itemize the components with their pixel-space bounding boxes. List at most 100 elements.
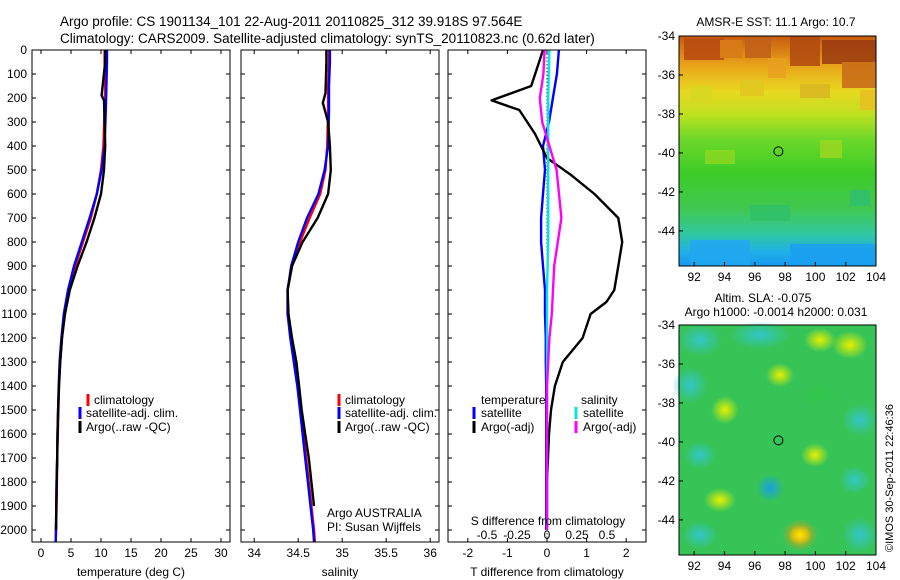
sla-map: Altim. SLA: -0.075 Argo h1000: -0.0014 h… — [658, 291, 887, 573]
sla-texture — [672, 321, 878, 553]
difference-xlabel: T difference from climatology — [470, 565, 624, 579]
x-tick-label: 25 — [184, 546, 198, 560]
argo-position-marker — [773, 146, 784, 157]
temperature-plot-frame — [31, 49, 231, 543]
lon-tick-label: 96 — [748, 270, 762, 284]
temperature-legend: climatology satellite-adj. clim. Argo(..… — [78, 393, 178, 434]
salinity-legend: climatology satellite-adj. clim. Argo(..… — [337, 393, 437, 434]
lon-tick-label: 100 — [805, 559, 825, 573]
difference-panel: -2 -1 0 1 2 T difference from climatology S … — [447, 49, 647, 579]
temperature-panel: 0100200300400500600700800900100011001200… — [0, 43, 231, 579]
depth-tick-label: 1300 — [0, 355, 27, 369]
series-line-climatology — [54, 50, 107, 542]
salinity-plot-frame — [240, 49, 440, 543]
sst-map: AMSR-E SST: 11.1 Argo: 10.7 92 94 96 98 100 1… — [658, 15, 887, 284]
x-tick-label: 5 — [68, 546, 75, 560]
series-line-salinity-argo-adj- — [538, 50, 563, 530]
difference-legend: temperature salinity satellite Argo(-adj… — [472, 393, 636, 434]
lat-tick-label: -44 — [658, 224, 676, 238]
depth-tick-label: 1400 — [0, 379, 27, 393]
lat-tick-label: -36 — [658, 357, 676, 371]
lat-tick-label: -42 — [658, 474, 676, 488]
s-diff-tick-label: -0.25 — [503, 528, 531, 542]
salinity-panel: 34 34.5 35 35.5 36 salinity climatology sate… — [240, 49, 440, 579]
temperature-series — [54, 50, 109, 542]
x-tick-label: 0 — [38, 546, 45, 560]
lon-tick-label: 102 — [836, 270, 856, 284]
depth-tick-label: 1200 — [0, 331, 27, 345]
x-tick-label: 1 — [583, 546, 590, 560]
series-line-temperature-satellite — [539, 50, 561, 530]
x-tick-label: 36 — [424, 546, 438, 560]
s-diff-tick-label: -0.5 — [477, 528, 498, 542]
series-line-climatology — [286, 50, 331, 542]
legend-title-salinity: salinity — [581, 393, 618, 407]
depth-tick-label: 1800 — [0, 475, 27, 489]
lon-tick-label: 104 — [866, 270, 886, 284]
salinity-xlabel: salinity — [322, 565, 359, 579]
lon-tick-label: 98 — [778, 559, 792, 573]
sla-map-frame — [678, 324, 877, 556]
lat-tick-label: -40 — [658, 146, 676, 160]
lon-tick-label: 98 — [778, 270, 792, 284]
sst-map-frame — [678, 35, 877, 267]
lat-tick-label: -38 — [658, 107, 676, 121]
lon-tick-label: 100 — [805, 270, 825, 284]
float-pi: PI: Susan Wijffels — [327, 520, 421, 534]
depth-tick-label: 100 — [7, 67, 27, 81]
x-tick-label: 10 — [94, 546, 108, 560]
sla-map-title-1: Altim. SLA: -0.075 — [715, 291, 812, 305]
lon-tick-label: 102 — [836, 559, 856, 573]
legend-label-satellite: satellite-adj. clim. — [86, 406, 178, 420]
s-diff-tick-label: 0 — [544, 528, 551, 542]
depth-axis: 0 100 200 300 400 500 600 700 800 900 1000 1100 1200… — [0, 43, 230, 537]
series-line-argo-raw-qc- — [286, 50, 332, 507]
depth-tick-label: 300 — [7, 115, 27, 129]
legend-label-argo: Argo(..raw -QC) — [86, 420, 171, 434]
legend-label-climatology: climatology — [94, 393, 154, 407]
lat-tick-label: -42 — [658, 185, 676, 199]
s-diff-tick-label: 0.25 — [565, 528, 589, 542]
depth-tick-label: 1500 — [0, 403, 27, 417]
depth-tick-label: 400 — [7, 139, 27, 153]
x-tick-label: 20 — [154, 546, 168, 560]
x-tick-label: 2 — [623, 546, 630, 560]
lat-tick-label: -38 — [658, 396, 676, 410]
depth-tick-label: 0 — [20, 43, 27, 57]
lat-tick-label: -36 — [658, 68, 676, 82]
depth-tick-label: 600 — [7, 187, 27, 201]
x-tick-label: 34.5 — [287, 546, 311, 560]
difference-plot-frame — [447, 49, 647, 543]
legend-label-sal-satellite: satellite — [583, 406, 624, 420]
x-tick-label: -2 — [462, 546, 473, 560]
argo-position-marker — [773, 435, 784, 446]
lon-tick-label: 92 — [687, 270, 701, 284]
lat-tick-label: -34 — [658, 318, 676, 332]
sla-map-title-2: Argo h1000: -0.0014 h2000: 0.031 — [685, 305, 868, 319]
header-line-1: Argo profile: CS 1901134_101 22-Aug-2011… — [60, 14, 522, 29]
x-tick-label: 34 — [248, 546, 262, 560]
series-line-temperature-argo-adj- — [490, 50, 624, 530]
legend-label-sal-argo: Argo(-adj) — [583, 420, 636, 434]
sla-map-axes: 92 94 96 98 100 102 104 -34 -36 -38 -40 -42 -44 — [658, 318, 887, 573]
difference-y-ticks — [448, 49, 646, 531]
temperature-x-axis: 0 5 10 15 20 25 30 — [38, 50, 228, 560]
lon-tick-label: 96 — [748, 559, 762, 573]
lon-tick-label: 92 — [687, 559, 701, 573]
legend-title-temperature: temperature — [481, 393, 546, 407]
salinity-y-ticks — [241, 49, 439, 531]
depth-tick-label: 700 — [7, 211, 27, 225]
depth-tick-label: 1700 — [0, 451, 27, 465]
float-program: Argo AUSTRALIA — [327, 506, 422, 520]
lon-tick-label: 94 — [718, 559, 732, 573]
depth-tick-label: 2000 — [0, 523, 27, 537]
depth-tick-label: 1000 — [0, 283, 27, 297]
depth-tick-label: 1600 — [0, 427, 27, 441]
difference-top-xlabel: S difference from climatology — [471, 514, 626, 528]
depth-tick-label: 800 — [7, 235, 27, 249]
depth-tick-label: 500 — [7, 163, 27, 177]
legend-label-satellite: satellite-adj. clim. — [345, 406, 437, 420]
series-line-satellite-adj-clim- — [54, 50, 109, 542]
x-tick-label: 15 — [124, 546, 138, 560]
